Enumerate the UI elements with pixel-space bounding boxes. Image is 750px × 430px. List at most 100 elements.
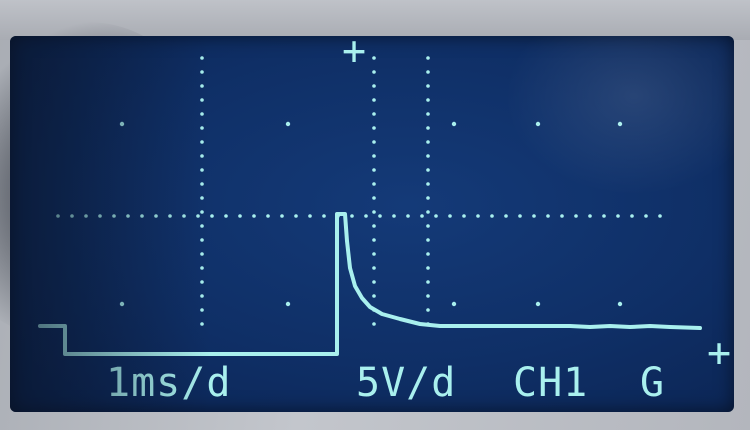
graticule-dot [426,112,430,116]
graticule-dot [372,154,376,158]
graticule-dot [140,214,144,218]
graticule-dot [372,210,376,214]
graticule-dot [200,196,204,200]
graticule-dot [451,121,457,127]
graticule-dot [535,121,541,127]
graticule-dot [426,84,430,88]
graticule-dot [644,214,648,218]
graticule-dot [490,214,494,218]
graticule-dot [574,214,578,218]
graticule-dot [406,214,410,218]
graticule-dot [322,214,326,218]
graticule-dot [200,168,204,172]
graticule-dot [372,168,376,172]
graticule-dot [588,214,592,218]
graticule-dot [372,294,376,298]
graticule-dot [617,121,623,127]
graticule-dot [372,322,376,326]
waveform-trace [38,212,702,356]
graticule-dot [426,224,430,228]
graticule-dot [285,121,291,127]
graticule-dot [350,214,354,218]
graticule-dot [426,294,430,298]
graticule-dot [426,182,430,186]
graticule-dot [364,214,368,218]
graticule-dot [200,238,204,242]
graticule-dot [462,214,466,218]
graticule-dot [426,154,430,158]
scope-display: + + 1ms/d 5V/d CH1 G [38,36,732,406]
graticule-dot [372,238,376,242]
graticule-dot [200,266,204,270]
graticule-dot [426,266,430,270]
graticule-dot [200,252,204,256]
graticule-dot [372,140,376,144]
graticule-dot [119,121,125,127]
graticule-dot [372,56,376,60]
graticule-dot [426,168,430,172]
graticule-dot [308,214,312,218]
graticule-dot [426,70,430,74]
graticule-dot [119,301,125,307]
graticule-dot [630,214,634,218]
graticule-dot [372,196,376,200]
graticule-dot [266,214,270,218]
graticule-dot [200,308,204,312]
graticule-dot [372,280,376,284]
graticule-dot [372,126,376,130]
graticule-dot [420,214,424,218]
graticule-dot [616,214,620,218]
graticule-dot [372,266,376,270]
graticule-dot [372,84,376,88]
graticule-dot [602,214,606,218]
graticule-dot [200,280,204,284]
graticule-dot [200,210,204,214]
graticule-dot [426,238,430,242]
graticule-dot [200,322,204,326]
graticule-dot [658,214,662,218]
graticule [56,56,662,326]
trigger-level-icon: + [707,330,732,376]
graticule-dot [426,98,430,102]
graticule-dot [426,140,430,144]
volts-per-div-readout: 5V/d [356,360,456,406]
graticule-dot [426,252,430,256]
graticule-dot [426,196,430,200]
graticule-dot [200,294,204,298]
graticule-dot [112,214,116,218]
graticule-dot [200,98,204,102]
graticule-dot [426,56,430,60]
graticule-dot [56,214,60,218]
graticule-dot [98,214,102,218]
coupling-readout: G [640,360,665,406]
channel-readout: CH1 [513,360,588,406]
graticule-dot [200,182,204,186]
graticule-dot [476,214,480,218]
graticule-dot [84,214,88,218]
graticule-dot [168,214,172,218]
graticule-dot [426,210,430,214]
graticule-dot [448,214,452,218]
graticule-dot [560,214,564,218]
graticule-dot [518,214,522,218]
graticule-dot [294,214,298,218]
graticule-dot [200,84,204,88]
graticule-dot [154,214,158,218]
graticule-dot [210,214,214,218]
graticule-dot [532,214,536,218]
graticule-dot [617,301,623,307]
graticule-dot [200,56,204,60]
graticule-dot [372,70,376,74]
graticule-dot [252,214,256,218]
graticule-dot [372,182,376,186]
graticule-dot [392,214,396,218]
graticule-dot [126,214,130,218]
graticule-dot [200,112,204,116]
graticule-dot [280,214,284,218]
graticule-dot [285,301,291,307]
graticule-dot [535,301,541,307]
graticule-dot [372,112,376,116]
graticule-dot [451,301,457,307]
graticule-dot [200,126,204,130]
